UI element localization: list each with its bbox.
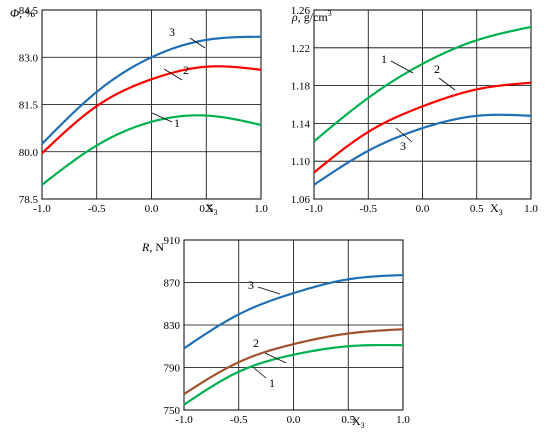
y-tick-label: 870 bbox=[164, 278, 181, 290]
chart-panel-1: -1.0 -0.5 0.0 0.5 1.0 78.5 80.0 81.5 83.0 84.5Φ, … bbox=[10, 5, 268, 217]
plot-frame bbox=[183, 239, 404, 411]
y-tick-label: 84.5 bbox=[19, 5, 39, 17]
y-tick-label: 80.0 bbox=[19, 147, 39, 159]
series-line-2 bbox=[41, 65, 262, 155]
leader-line bbox=[189, 37, 206, 49]
leader-line bbox=[438, 77, 456, 91]
series-line-2 bbox=[183, 328, 404, 395]
y-axis-label: ρ, g/cm3 bbox=[291, 9, 332, 24]
leader-line bbox=[151, 112, 173, 123]
y-tick-label: 1.22 bbox=[291, 43, 310, 55]
plot-frame bbox=[313, 9, 532, 200]
chart-panel-2: -1.0 -0.5 0.0 0.5 1.0 1.06 1.10 1.14 1.18 1.22 1.2… bbox=[291, 5, 539, 217]
series-label-2: 2 bbox=[434, 62, 440, 76]
x-tick-label: 1.0 bbox=[396, 414, 410, 426]
y-tick-label: 1.14 bbox=[291, 118, 311, 130]
series-line-1 bbox=[41, 114, 262, 186]
y-tick-label: 1.10 bbox=[291, 156, 311, 168]
series-line-3 bbox=[183, 273, 404, 350]
x-tick-label: -0.5 bbox=[88, 203, 106, 215]
x-tick-label: 0.5 bbox=[199, 203, 213, 215]
y-axis-label: Φ, % bbox=[10, 6, 35, 20]
leader-line bbox=[163, 68, 183, 81]
series-label-3: 3 bbox=[400, 139, 406, 153]
series-line-1 bbox=[313, 25, 532, 143]
x-tick-label: -1.0 bbox=[305, 203, 323, 215]
x-tick-label: 0.5 bbox=[470, 203, 484, 215]
series-line-2 bbox=[313, 81, 532, 174]
leader-line bbox=[395, 127, 413, 143]
x-tick-label: 0.5 bbox=[341, 414, 355, 426]
x-axis-label: X3 bbox=[205, 201, 218, 217]
y-tick-label: 1.26 bbox=[291, 5, 311, 17]
plot-frame bbox=[41, 9, 262, 200]
series-line-3 bbox=[41, 35, 262, 145]
x-tick-label: 0.0 bbox=[416, 203, 430, 215]
x-tick-label: -1.0 bbox=[33, 203, 51, 215]
leader-line bbox=[253, 367, 267, 379]
y-tick-label: 830 bbox=[164, 320, 181, 332]
series-label-1: 1 bbox=[269, 376, 275, 390]
leader-line bbox=[264, 352, 287, 364]
x-axis-label: X3 bbox=[352, 414, 365, 430]
y-axis-label: R, N bbox=[141, 240, 164, 254]
y-tick-label: 1.06 bbox=[291, 194, 311, 206]
y-tick-label: 910 bbox=[164, 235, 181, 247]
series-label-2: 2 bbox=[183, 63, 189, 77]
y-tick-label: 81.5 bbox=[19, 100, 39, 112]
x-tick-label: -0.5 bbox=[360, 203, 378, 215]
series-line-3 bbox=[313, 113, 532, 186]
series-label-3: 3 bbox=[169, 25, 175, 39]
series-label-2: 2 bbox=[253, 336, 259, 350]
series-line-1 bbox=[183, 343, 404, 406]
y-tick-label: 790 bbox=[164, 363, 181, 375]
series-label-1: 1 bbox=[174, 116, 180, 130]
x-tick-label: 1.0 bbox=[524, 203, 538, 215]
leader-line bbox=[257, 286, 281, 295]
x-tick-label: -0.5 bbox=[230, 414, 248, 426]
x-tick-label: 0.0 bbox=[145, 203, 159, 215]
y-tick-label: 83.0 bbox=[19, 52, 39, 64]
x-tick-label: -1.0 bbox=[175, 414, 193, 426]
leader-line bbox=[390, 60, 414, 74]
x-tick-label: 1.0 bbox=[254, 203, 268, 215]
x-axis-label: X3 bbox=[490, 201, 503, 217]
series-label-3: 3 bbox=[248, 278, 254, 292]
y-tick-label: 750 bbox=[164, 405, 181, 417]
y-tick-label: 1.18 bbox=[291, 81, 311, 93]
x-tick-label: 0.0 bbox=[287, 414, 301, 426]
y-tick-label: 78.5 bbox=[19, 194, 39, 206]
series-label-1: 1 bbox=[381, 52, 387, 66]
